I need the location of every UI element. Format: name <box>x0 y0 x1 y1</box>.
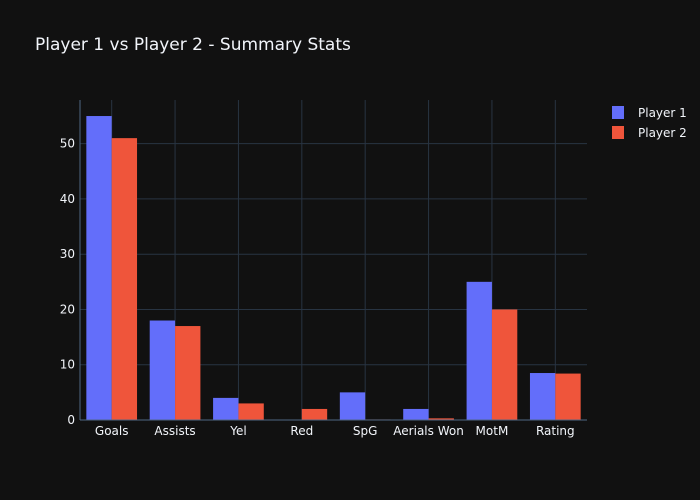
chart-title: Player 1 vs Player 2 - Summary Stats <box>35 35 351 55</box>
y-tick-label: 50 <box>60 137 75 151</box>
bar-1-aerials-won[interactable] <box>403 408 429 420</box>
bar-1-assists[interactable] <box>149 320 176 420</box>
bar-1-motm[interactable] <box>466 281 492 420</box>
bar-2-motm[interactable] <box>491 309 518 420</box>
legend-label[interactable]: Player 1 <box>638 106 687 120</box>
x-tick-label: Red <box>290 424 313 438</box>
x-tick-label: Assists <box>154 424 195 438</box>
tick-labels: 0 10 20 30 40 50 Goals Assists Yel Red SpG Aerials … <box>60 137 575 438</box>
bar-2-red[interactable] <box>301 408 328 420</box>
legend-swatch[interactable] <box>612 106 624 119</box>
bar-1-goals[interactable] <box>86 116 112 420</box>
x-tick-label: MotM <box>476 424 509 438</box>
x-tick-label: Yel <box>229 424 246 438</box>
bar-2-yel[interactable] <box>238 403 264 420</box>
y-tick-label: 40 <box>60 192 75 206</box>
legend-label[interactable]: Player 2 <box>638 126 687 140</box>
y-tick-label: 10 <box>60 358 75 372</box>
y-tick-label: 30 <box>60 247 75 261</box>
legend-swatch[interactable] <box>612 126 624 139</box>
x-tick-label: Goals <box>95 424 129 438</box>
axes <box>79 100 587 421</box>
bar-2-rating[interactable] <box>555 373 581 420</box>
bar-1-spg[interactable] <box>339 392 366 420</box>
y-tick-label: 20 <box>60 302 75 316</box>
bars-group <box>86 116 581 421</box>
bar-2-goals[interactable] <box>111 138 138 421</box>
legend[interactable]: Player 1 Player 2 <box>612 106 687 140</box>
x-tick-label: Aerials Won <box>393 424 464 438</box>
bar-1-yel[interactable] <box>213 397 239 420</box>
x-tick-label: SpG <box>353 424 378 438</box>
x-tick-label: Rating <box>536 424 575 438</box>
bar-2-aerials-won[interactable] <box>428 418 454 420</box>
bar-2-assists[interactable] <box>175 326 201 420</box>
bar-1-rating[interactable] <box>529 373 556 420</box>
y-tick-label: 0 <box>67 413 75 427</box>
